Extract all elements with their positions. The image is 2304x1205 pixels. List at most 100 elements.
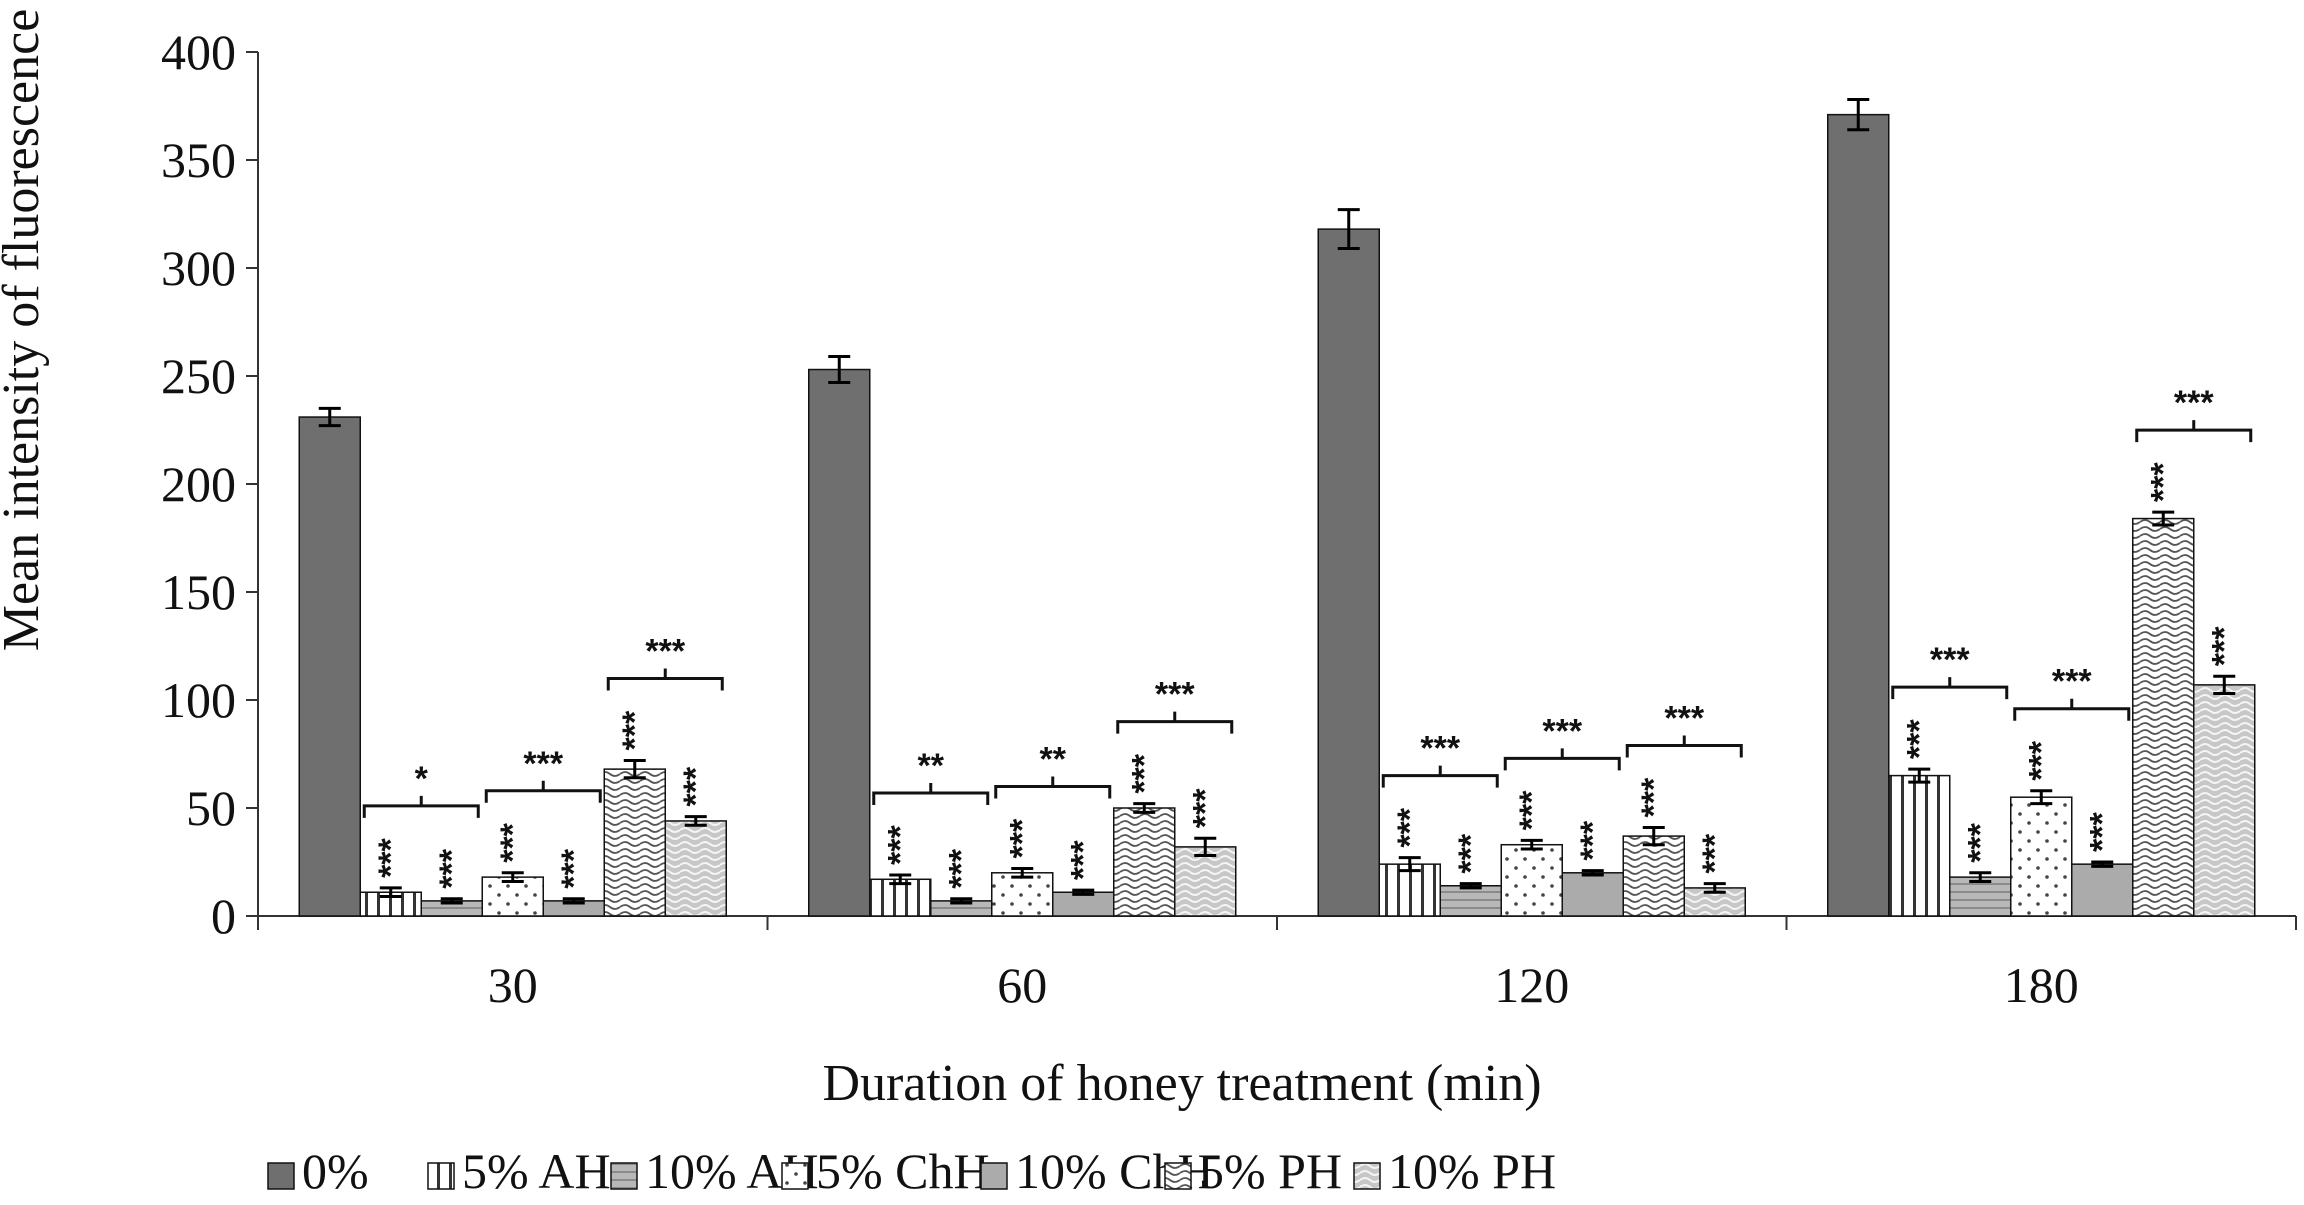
bar-significance: *** [1186,788,1224,828]
significance-bracket [1625,735,1743,758]
bar [1949,876,2012,917]
bar [1113,807,1176,917]
legend-label: 5% ChH [816,1143,990,1199]
x-axis: 30 60 120 180 [257,915,2297,1013]
significance-bracket [2135,420,2253,443]
legend-swatch [610,1162,638,1190]
legend-swatch [1353,1162,1381,1190]
bar-significance: *** [1961,822,1999,862]
bar-significance: *** [2022,740,2060,780]
bar [2071,863,2134,917]
bracket-significance: *** [1664,699,1704,737]
legend-label: 0% [302,1143,369,1199]
bar-significance: *** [2083,812,2121,852]
bracket-significance: *** [1542,712,1582,750]
bracket-significance: *** [1420,730,1460,768]
legend-label: 5% AH [462,1143,611,1199]
bar [1561,872,1624,917]
bar [808,368,871,917]
bar-significance: *** [433,848,471,888]
bar-significance: *** [1635,777,1673,817]
legend-swatch [427,1162,455,1190]
bracket-significance: *** [1930,641,1970,679]
x-tick-label: 180 [2004,957,2079,1013]
bar [664,820,727,917]
y-axis: 0 50 100 150 200 250 300 350 400 [161,24,259,944]
bar [2193,684,2256,917]
bar [1439,885,1502,917]
bar-significance: *** [1003,818,1041,858]
legend-swatch [781,1162,809,1190]
significance-bracket [362,795,480,818]
bar [1174,846,1237,917]
bar-significance: *** [942,848,980,888]
y-tick-label: 150 [161,564,236,620]
y-tick-label: 400 [161,24,236,80]
bracket-significance: *** [2174,384,2214,422]
x-tick-label: 30 [488,957,538,1013]
bar [1827,113,1890,917]
bracket-significance: * [415,760,429,798]
bracket-significance: *** [523,745,563,783]
bar [298,416,361,917]
legend-label: 10% PH [1388,1143,1556,1199]
significance-bracket [484,780,602,803]
y-tick-label: 200 [161,456,236,512]
bar [869,878,932,917]
significance-bracket [872,782,990,805]
bar-significance: *** [372,837,410,877]
y-tick-label: 100 [161,672,236,728]
bar-significance: *** [881,824,919,864]
y-tick-label: 50 [186,780,236,836]
legend-swatch [1164,1162,1192,1190]
bar-significance: *** [1574,820,1612,860]
significance-bracket [1116,711,1234,734]
y-tick-label: 250 [161,348,236,404]
bar [991,872,1054,917]
bar-significance: *** [1452,833,1490,873]
bars [298,98,2256,917]
bar [1500,843,1563,917]
bar-significance: *** [1391,807,1429,847]
bar-significance: *** [1125,753,1163,793]
bar [603,768,666,917]
bar [2010,796,2073,917]
bar-significance: *** [1900,719,1938,759]
significance-bracket [2013,698,2131,721]
significance-bracket [1381,765,1499,788]
bar-significance: *** [616,710,654,750]
bar-significance: *** [494,822,532,862]
bar-significance: *** [555,848,593,888]
significance-bracket [606,668,724,691]
bar-significance: *** [677,766,715,806]
bar-significance: *** [2205,626,2243,666]
bracket-significance: *** [645,632,685,670]
bracket-significance: ** [1040,740,1067,778]
legend-label: 5% PH [1199,1143,1342,1199]
x-axis-title: Duration of honey treatment (min) [822,1055,1541,1112]
legend-swatch [267,1162,295,1190]
bar [1317,228,1380,917]
bar-significance: *** [1696,833,1734,873]
bar-significance: *** [1064,840,1102,880]
bar-significance: *** [1513,790,1551,830]
bracket-significance: ** [918,747,945,785]
y-tick-label: 350 [161,132,236,188]
significance-bracket [1891,677,2009,700]
x-tick-label: 120 [1494,957,1569,1013]
y-tick-label: 0 [211,888,236,944]
significance-annotations: *** **************** *********************… [362,384,2253,889]
bracket-significance: *** [1155,676,1195,714]
significance-bracket [1503,748,1621,771]
bracket-significance: *** [2052,663,2092,701]
bar [2132,517,2195,917]
bar [481,876,544,917]
bar-significance: *** [2144,462,2182,502]
bar [1888,774,1951,917]
y-axis-title: Mean intensity of fluorescence [0,9,50,652]
bar [1622,835,1685,917]
x-tick-label: 60 [997,957,1047,1013]
y-tick-label: 300 [161,240,236,296]
